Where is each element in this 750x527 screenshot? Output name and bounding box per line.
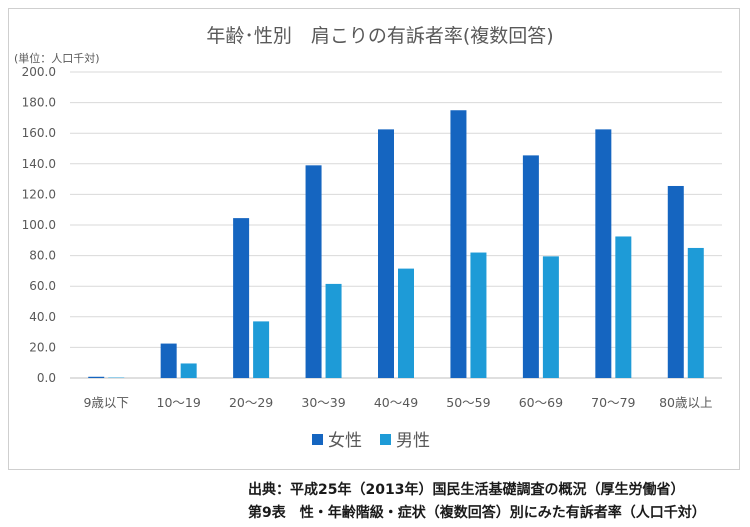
- x-category-label: 40～49: [374, 395, 418, 410]
- gridlines: [70, 71, 722, 379]
- table-reference: 第9表 性・年齢階級・症状（複数回答）別にみた有訴者率（人口千対）: [248, 505, 706, 521]
- legend-swatch-male: [380, 434, 391, 445]
- bar-male-3: [325, 283, 342, 378]
- y-tick-label: 100.0: [22, 218, 56, 232]
- y-tick-label: 40.0: [29, 310, 56, 324]
- legend: 女性 男性: [312, 431, 430, 451]
- bar-female-5: [450, 110, 467, 378]
- bar-female-0: [88, 376, 105, 378]
- bar-female-7: [595, 129, 612, 378]
- x-category-label: 70～79: [591, 395, 635, 410]
- x-category-label: 30～39: [301, 395, 345, 410]
- unit-label: (単位：人口千対): [14, 51, 100, 65]
- y-tick-label: 140.0: [22, 157, 56, 171]
- y-tick-label: 80.0: [29, 249, 56, 263]
- chart-title: 年齢･性別 肩こりの有訴者率(複数回答): [206, 25, 553, 47]
- x-category-label: 10～19: [157, 395, 201, 410]
- legend-label-female: 女性: [328, 431, 362, 451]
- bar-female-3: [305, 165, 322, 378]
- y-tick-label: 60.0: [29, 279, 56, 293]
- bar-male-8: [687, 247, 704, 378]
- bar-male-1: [180, 363, 197, 378]
- y-tick-label: 200.0: [22, 65, 56, 79]
- y-tick-label: 180.0: [22, 96, 56, 110]
- bar-female-1: [160, 343, 177, 378]
- bar-male-4: [398, 268, 414, 378]
- y-axis-ticks: 200.0 180.0 160.0 140.0 120.0 100.0 80.0 60.0 40…: [22, 65, 56, 385]
- bar-male-7: [615, 236, 632, 378]
- y-tick-label: 120.0: [22, 187, 56, 201]
- bar-female-6: [522, 155, 539, 378]
- x-category-label: 80歳以上: [659, 395, 712, 410]
- y-tick-label: 160.0: [22, 126, 56, 140]
- x-category-label: 9歳以下: [83, 395, 128, 410]
- x-category-label: 20～29: [229, 395, 273, 410]
- bar-female-4: [378, 129, 394, 378]
- bar-male-2: [253, 321, 270, 378]
- source-note: 出典：平成25年（2013年）国民生活基礎調査の概況（厚生労働省）: [248, 482, 685, 498]
- y-tick-label: 0.0: [37, 371, 56, 385]
- bars: [88, 110, 704, 378]
- x-category-label: 60～69: [519, 395, 563, 410]
- bar-female-8: [667, 185, 684, 378]
- y-tick-label: 20.0: [29, 340, 56, 354]
- bar-male-5: [470, 252, 487, 378]
- x-axis-categories: 9歳以下 10～19 20～29 30～39 40～49 50～59 60～69 70～79 8…: [83, 395, 712, 410]
- x-category-label: 50～59: [446, 395, 490, 410]
- bar-chart: 年齢･性別 肩こりの有訴者率(複数回答) (単位：人口千対) 200.0 180.…: [14, 25, 722, 451]
- legend-swatch-female: [312, 434, 323, 445]
- bar-female-2: [233, 218, 250, 378]
- legend-label-male: 男性: [396, 431, 430, 451]
- bar-male-6: [542, 256, 559, 378]
